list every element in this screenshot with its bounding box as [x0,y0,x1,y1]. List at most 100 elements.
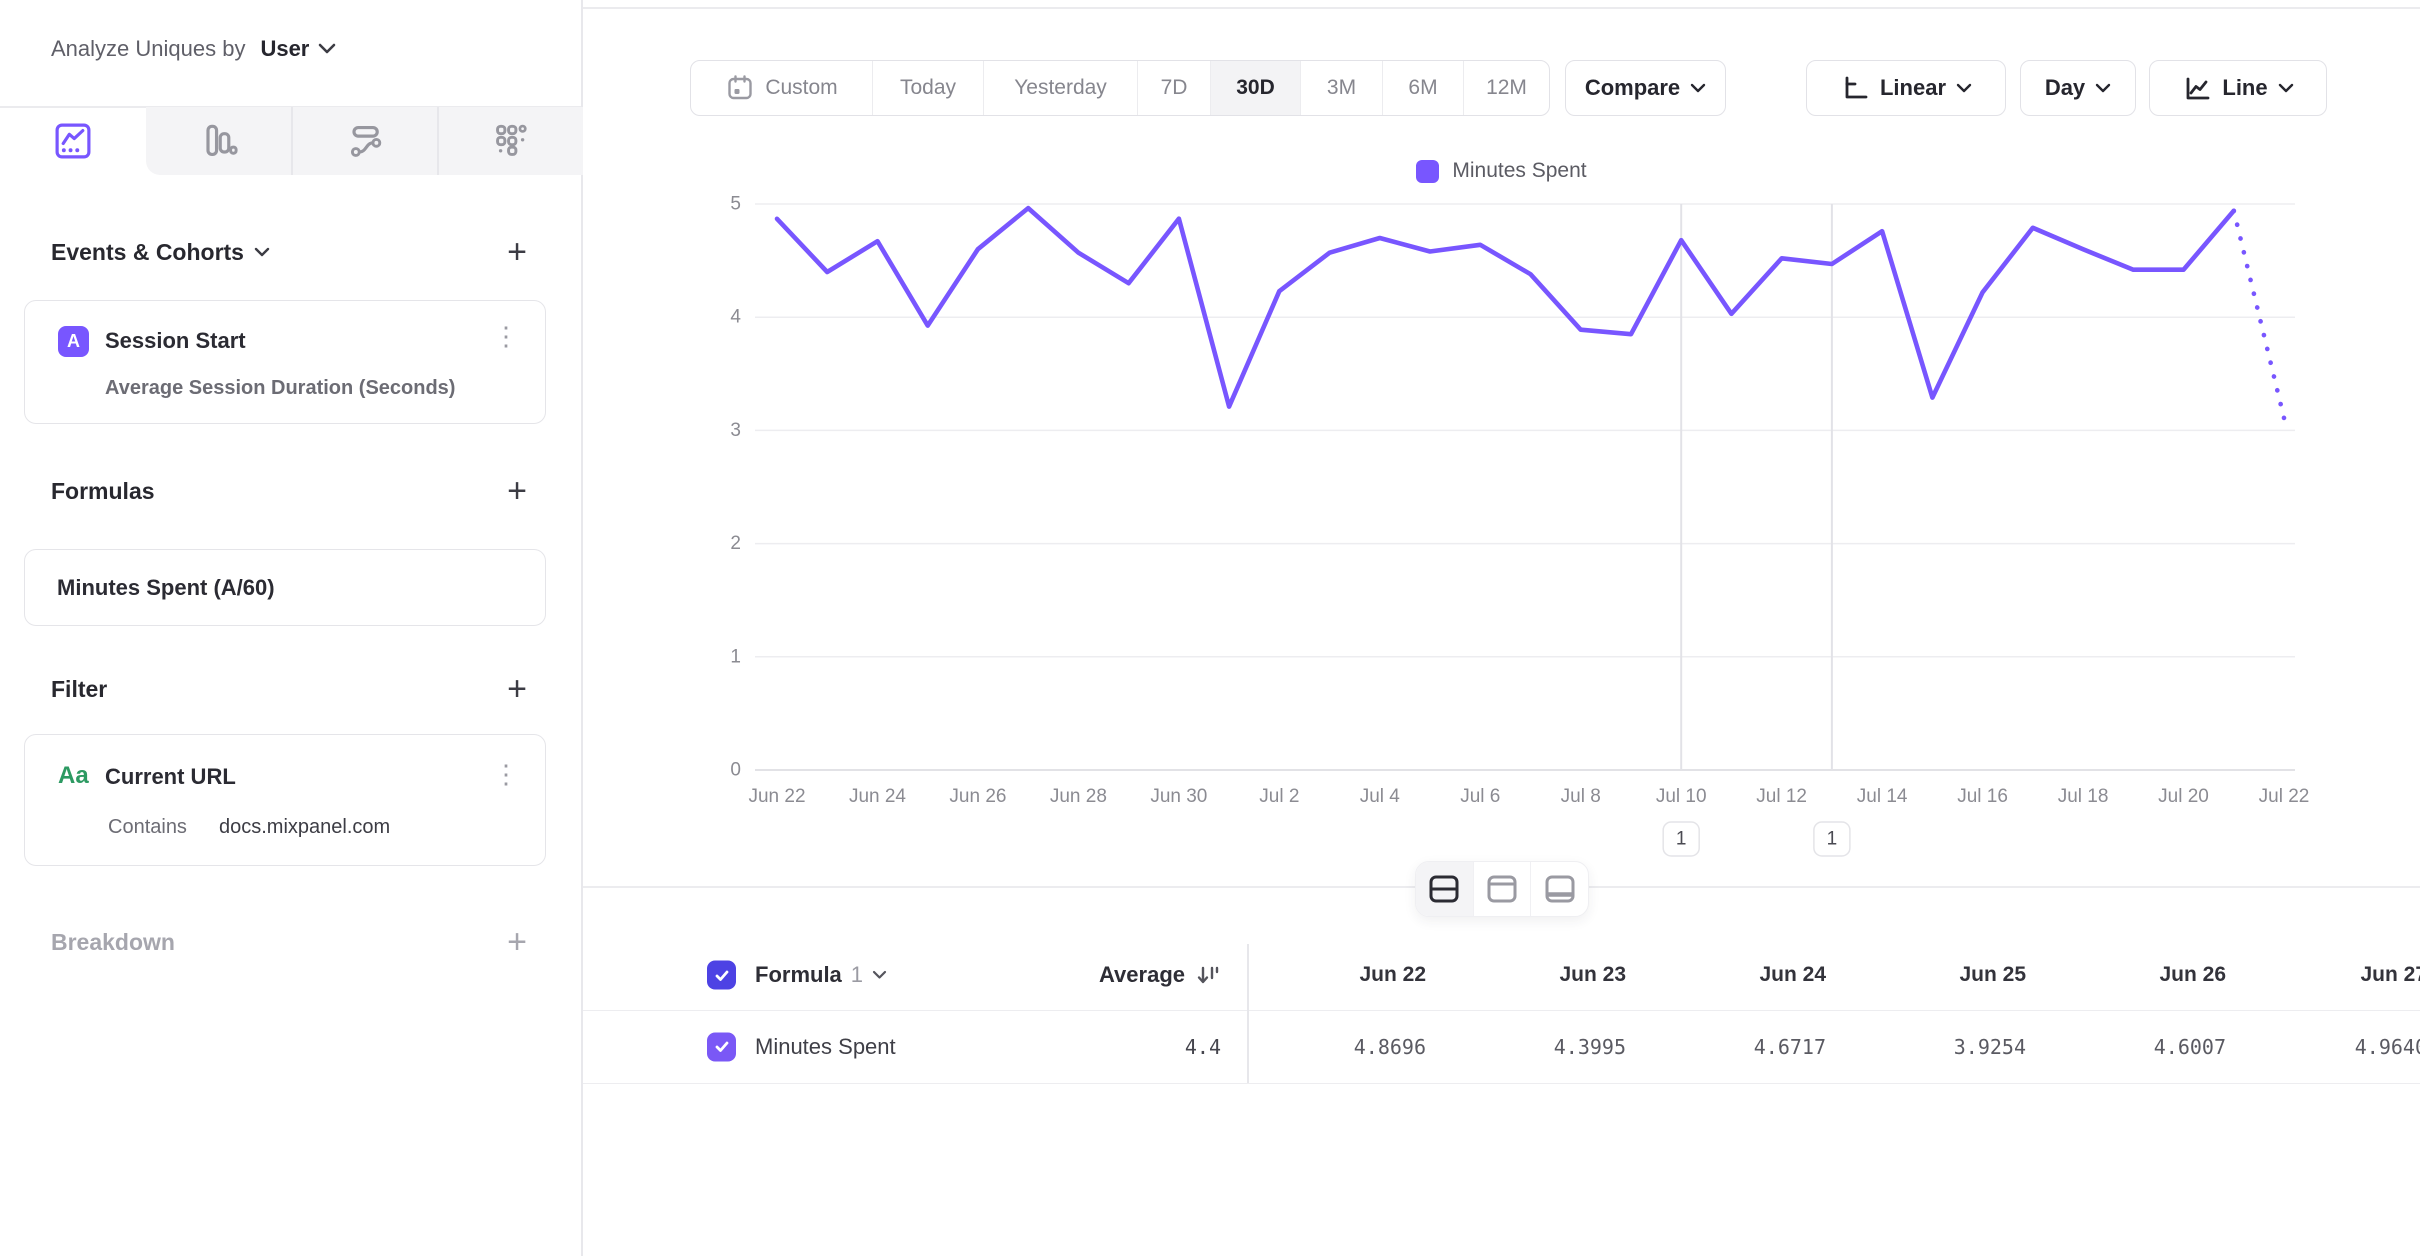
formula-card[interactable]: Minutes Spent (A/60) [24,549,546,626]
analyze-uniques-control[interactable]: Analyze Uniques by User [51,36,336,62]
chevron-down-icon [2278,83,2293,92]
table-only-button[interactable] [1531,862,1588,916]
x-tick-label: Jul 4 [1360,786,1401,807]
x-tick-label: Jun 30 [1150,786,1207,807]
event-kebab-menu[interactable]: ⋮ [493,321,519,351]
tab-line-chart[interactable] [0,107,145,175]
chart-type-selector[interactable]: Line [2149,60,2327,116]
granularity-selector[interactable]: Day [2020,60,2136,116]
split-view-button[interactable] [1416,862,1474,916]
y-tick-label: 1 [730,646,741,667]
filter-kebab-menu[interactable]: ⋮ [493,759,519,789]
average-column-header[interactable]: Average [1003,962,1221,988]
cell-value: 4.9640 [2354,1034,2420,1059]
series-legend-label: Minutes Spent [1452,159,1587,182]
y-tick-label: 5 [730,194,741,215]
line-chart[interactable]: 5 4 3 2 1 0 1 1 Jun 22 Jun 24 Jun 26 Jun 28 Jun 30 Ju… [583,140,2420,886]
cell-value: 4.6007 [2153,1034,2226,1059]
chart-type-tabs [0,107,583,175]
y-tick-label: 3 [730,420,741,441]
add-event-button[interactable]: + [507,233,527,271]
chevron-down-icon [1956,83,1972,92]
cell-value: 4.3995 [1553,1034,1626,1059]
series-name[interactable]: Minutes Spent [755,1033,896,1059]
add-filter-button[interactable]: + [507,670,527,708]
x-tick-label: Jul 22 [2259,786,2310,807]
linear-axis-icon [1845,76,1868,99]
annotation-badge[interactable] [1662,821,1700,857]
line-chart-mini-icon [2186,77,2210,100]
column-header[interactable]: Jun 22 [1359,963,1426,986]
metric-grid-icon [495,124,527,156]
filter-card[interactable]: Aa Current URL ⋮ Contains docs.mixpanel.… [24,734,546,866]
chevron-down-icon [872,970,887,979]
series-color-swatch [1416,159,1440,183]
chevron-down-icon [319,43,336,54]
event-series-badge: A [58,326,89,357]
tab-bar-chart[interactable] [146,107,291,175]
column-header[interactable]: Jun 27 [2360,963,2420,986]
y-tick-label: 2 [730,533,741,554]
filter-property[interactable]: Current URL [105,764,236,789]
range-7d[interactable]: 7D [1138,61,1211,115]
filter-value[interactable]: docs.mixpanel.com [219,816,391,838]
select-all-checkbox[interactable] [707,960,736,990]
x-tick-label: Jun 26 [949,786,1006,807]
range-3m[interactable]: 3M [1301,61,1383,115]
analyze-label: Analyze Uniques by [51,36,246,61]
x-tick-label: Jul 10 [1656,786,1707,807]
range-6m[interactable]: 6M [1383,61,1464,115]
formula-text[interactable]: Minutes Spent (A/60) [57,574,275,600]
x-tick-label: Jul 6 [1460,786,1500,807]
filter-title: Filter [51,675,108,702]
range-yesterday[interactable]: Yesterday [984,61,1138,115]
annotation-badge-label: 1 [1827,829,1838,850]
cell-value: 4.8696 [1353,1034,1426,1059]
formula-group-header[interactable]: Formula 1 [755,962,887,988]
x-tick-label: Jul 12 [1756,786,1807,807]
column-header[interactable]: Jun 26 [2159,963,2226,986]
tab-metric-grid[interactable] [438,107,583,175]
analyze-value[interactable]: User [260,36,310,61]
x-tick-label: Jul 2 [1259,786,1299,807]
cell-value: 4.6717 [1753,1034,1826,1059]
series-line [774,205,2237,409]
cell-value: 3.9254 [1953,1034,2026,1059]
scale-selector[interactable]: Linear [1806,60,2006,116]
table-row: Minutes Spent 4.4 4.8696 4.3995 4.6717 3… [583,1010,2420,1084]
breakdown-title: Breakdown [51,928,175,955]
sidebar-divider [0,106,581,108]
range-30d[interactable]: 30D [1211,61,1301,115]
chart-legend: Minutes Spent [583,159,2420,183]
series-line-incomplete [2231,208,2287,421]
events-cohorts-title[interactable]: Events & Cohorts [51,239,270,266]
range-custom[interactable]: Custom [691,61,873,115]
x-tick-label: Jul 16 [1957,786,2008,807]
formulas-title: Formulas [51,477,155,504]
series-checkbox[interactable] [707,1032,736,1061]
range-today[interactable]: Today [873,61,984,115]
compare-button[interactable]: Compare [1565,60,1726,116]
table-column-divider [1247,944,1249,1083]
string-property-icon: Aa [58,762,89,789]
x-tick-label: Jun 28 [1050,786,1107,807]
date-range-control: Custom Today Yesterday 7D 30D 3M 6M 12M [690,60,1550,116]
event-name[interactable]: Session Start [105,328,246,353]
event-aggregation[interactable]: Average Session Duration (Seconds) [105,377,456,399]
chevron-down-icon [254,247,270,256]
filter-operator[interactable]: Contains [108,816,187,838]
event-card[interactable]: A Session Start ⋮ Average Session Durati… [24,300,546,424]
average-value: 4.4 [1184,1034,1221,1059]
column-header[interactable]: Jun 25 [1959,963,2026,986]
column-header[interactable]: Jun 23 [1559,963,1626,986]
tab-flow-chart[interactable] [292,107,437,175]
annotation-badge[interactable] [1813,821,1851,857]
results-table: Formula 1 Average Jun 22 Jun 23 Jun 24 [583,940,2420,1086]
column-header[interactable]: Jun 24 [1759,963,1826,986]
chart-only-icon [1487,875,1517,903]
chart-only-button[interactable] [1474,862,1532,916]
range-12m[interactable]: 12M [1486,76,1527,99]
chevron-down-icon [2095,83,2111,92]
add-breakdown-button[interactable]: + [507,923,527,961]
add-formula-button[interactable]: + [507,472,527,510]
